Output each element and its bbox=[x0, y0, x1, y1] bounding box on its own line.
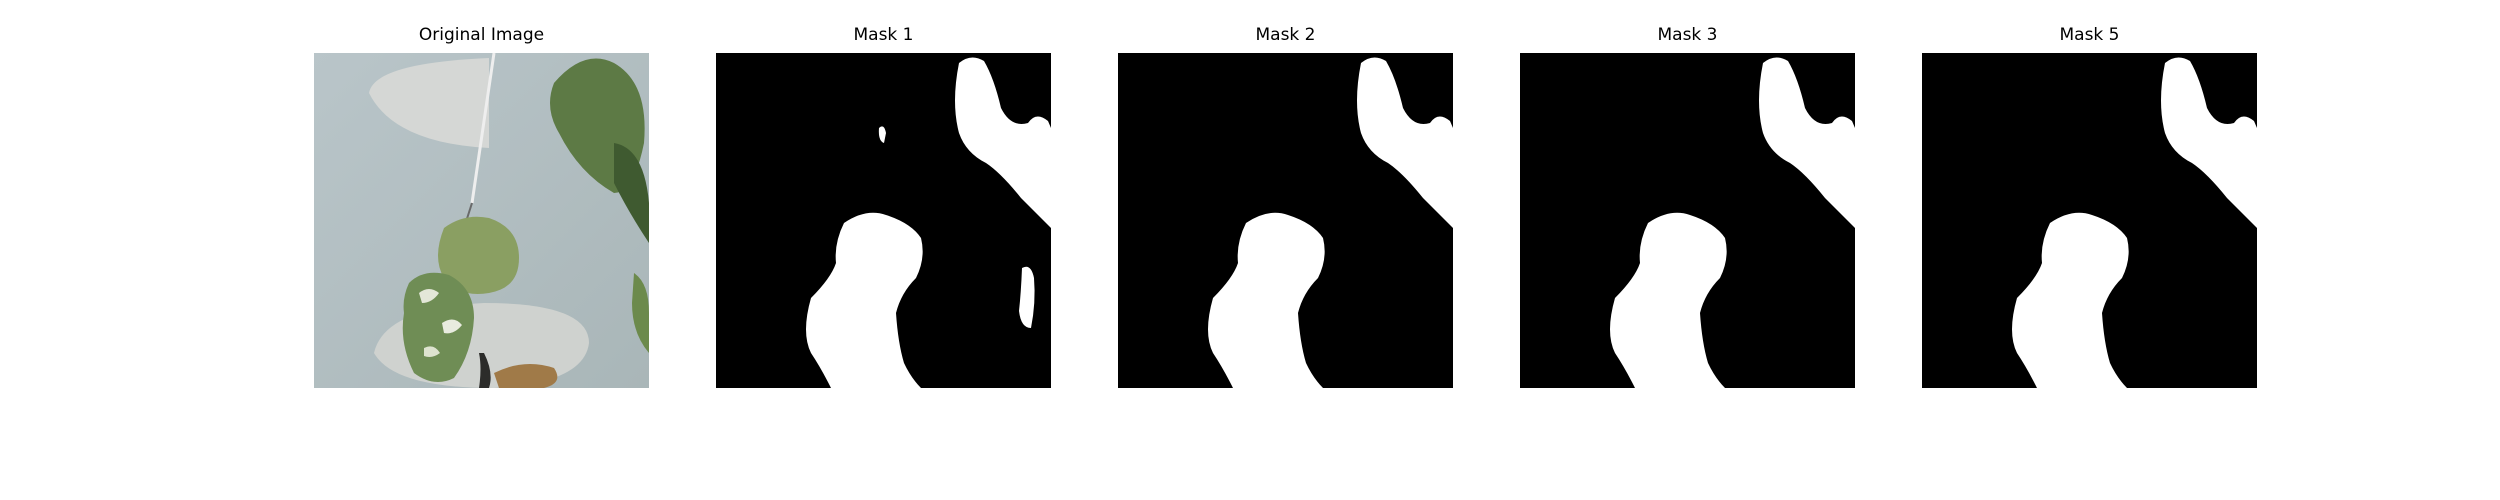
leaf-lower bbox=[402, 272, 474, 382]
panel-title: Mask 2 bbox=[1255, 25, 1316, 45]
mask-image bbox=[1922, 53, 2257, 388]
leaf-spot bbox=[442, 319, 462, 334]
mask-panel: Mask 1 bbox=[716, 25, 1051, 388]
mask-region bbox=[1759, 57, 1855, 228]
mask-region bbox=[955, 57, 1051, 228]
shadow-ellipse-top bbox=[369, 58, 489, 148]
panel-title: Mask 3 bbox=[1657, 25, 1718, 45]
mask-region bbox=[2161, 57, 2257, 228]
leaf-right-bottom bbox=[632, 273, 649, 353]
mask-region bbox=[1208, 212, 1325, 388]
original-image bbox=[314, 53, 649, 388]
mask-panel: Mask 5 bbox=[1922, 25, 2257, 388]
mask-image bbox=[716, 53, 1051, 388]
leaf-center bbox=[438, 216, 519, 294]
mask-panel: Mask 2 bbox=[1118, 25, 1453, 388]
panel-title: Mask 1 bbox=[853, 25, 914, 45]
mask-panel: Mask 3 bbox=[1520, 25, 1855, 388]
mask-region bbox=[1019, 266, 1035, 328]
original-image-panel: Original Image bbox=[314, 25, 649, 388]
root bbox=[494, 364, 558, 388]
panel-title: Mask 5 bbox=[2059, 25, 2120, 45]
leaf-spot bbox=[424, 346, 440, 357]
wire bbox=[470, 53, 496, 204]
leaf-spot bbox=[419, 289, 439, 303]
leaf-right-edge bbox=[614, 143, 649, 243]
mask-region bbox=[2012, 212, 2129, 388]
mask-image bbox=[1118, 53, 1453, 388]
mask-region bbox=[878, 126, 886, 143]
mask-image bbox=[1520, 53, 1855, 388]
mask-region bbox=[806, 212, 923, 388]
mask-region bbox=[1357, 57, 1453, 228]
panel-title: Original Image bbox=[418, 25, 545, 45]
mask-region bbox=[1610, 212, 1727, 388]
dark-stem bbox=[479, 353, 491, 388]
